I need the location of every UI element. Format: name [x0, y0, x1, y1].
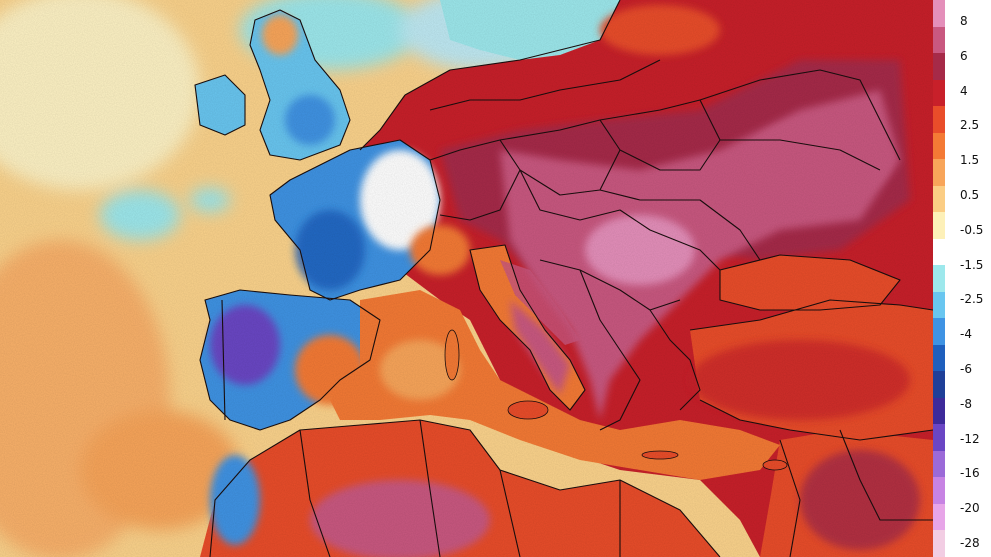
colorbar-swatch	[933, 530, 945, 557]
colorbar-tick-label: 6	[960, 48, 968, 63]
colorbar-tick-label: -1.5	[960, 257, 984, 272]
colorbar-tick-label: 8	[960, 13, 968, 28]
colorbar-swatch	[933, 424, 945, 452]
colorbar-tick-label: -2.5	[960, 292, 984, 307]
colorbar-swatch	[933, 106, 945, 134]
colorbar-tick-label: -20	[960, 501, 980, 516]
colorbar-swatch	[933, 238, 945, 266]
colorbar-tick-label: -12	[960, 431, 980, 446]
colorbar-tick-label: 4	[960, 83, 968, 98]
colorbar-swatch	[933, 371, 945, 399]
colorbar-swatch	[933, 212, 945, 240]
colorbar-swatch	[933, 344, 945, 372]
colorbar-swatch	[933, 132, 945, 160]
colorbar-swatch	[933, 397, 945, 425]
colorbar-swatch	[933, 291, 945, 319]
colorbar-tick-label: -28	[960, 536, 980, 551]
colorbar-swatch	[933, 477, 945, 505]
colorbar-swatch	[933, 450, 945, 478]
colorbar-tick-label: 0.5	[960, 187, 980, 202]
colorbar-swatch	[933, 79, 945, 107]
colorbar-swatch	[933, 53, 945, 81]
colorbar-tick-label: -0.5	[960, 222, 984, 237]
colorbar-legend: 8 6 4 2.5 1.5 0.5 -0.5 -1.5 -2.5 -4 -6 -8 -12 -16 -20 -…	[933, 0, 991, 557]
colorbar-tick-label: 1.5	[960, 153, 980, 168]
colorbar-tick-label: -8	[960, 396, 972, 411]
colorbar-tick-label: -6	[960, 362, 972, 376]
temperature-anomaly-map	[0, 0, 933, 557]
colorbar-swatch	[933, 318, 945, 346]
colorbar-tick-label: 2.5	[960, 118, 980, 133]
colorbar-swatch	[933, 159, 945, 187]
colorbar-swatch	[933, 185, 945, 213]
colorbar-swatch	[933, 26, 945, 54]
field-texture	[0, 0, 933, 557]
colorbar-swatch	[933, 0, 945, 28]
colorbar-swatch	[933, 503, 945, 531]
colorbar-tick-label: -16	[960, 466, 980, 481]
colorbar-swatch	[933, 265, 945, 293]
colorbar-tick-label: -4	[960, 327, 972, 342]
